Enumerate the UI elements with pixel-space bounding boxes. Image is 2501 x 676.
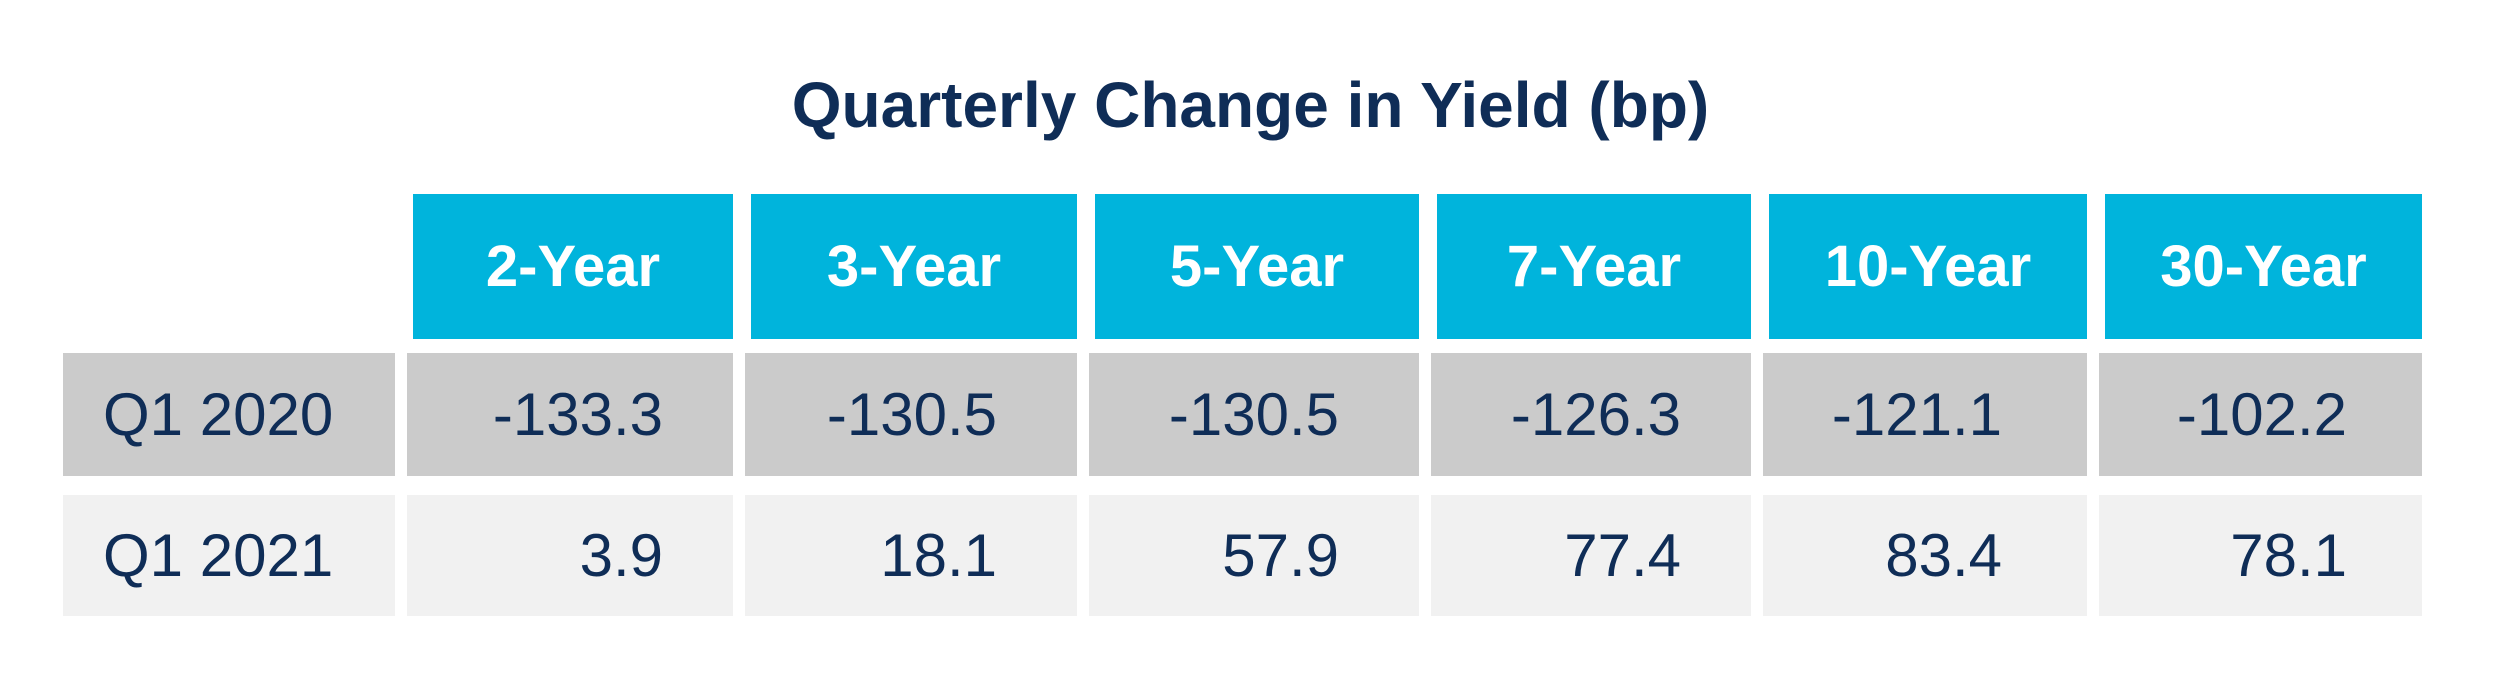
table-cell: -126.3 [1431, 353, 1751, 476]
column-header-10-year: 10-Year [1769, 194, 2087, 339]
table-cell: -130.5 [745, 353, 1077, 476]
column-header-5-year: 5-Year [1095, 194, 1419, 339]
table-cell: 18.1 [745, 495, 1077, 616]
table-cell: 83.4 [1763, 495, 2087, 616]
row-label-q1-2020: Q1 2020 [63, 353, 395, 476]
table-cell: 78.1 [2099, 495, 2422, 616]
table-title: Quarterly Change in Yield (bp) [791, 69, 1710, 141]
column-header-30-year: 30-Year [2105, 194, 2422, 339]
table-cell: -130.5 [1089, 353, 1419, 476]
table-cell: -121.1 [1763, 353, 2087, 476]
table-cell: 3.9 [407, 495, 733, 616]
table-cell: -102.2 [2099, 353, 2422, 476]
row-label-q1-2021: Q1 2021 [63, 495, 395, 616]
table-cell: -133.3 [407, 353, 733, 476]
column-header-3-year: 3-Year [751, 194, 1077, 339]
column-header-7-year: 7-Year [1437, 194, 1751, 339]
table-cell: 77.4 [1431, 495, 1751, 616]
table-cell: 57.9 [1089, 495, 1419, 616]
column-header-2-year: 2-Year [413, 194, 733, 339]
